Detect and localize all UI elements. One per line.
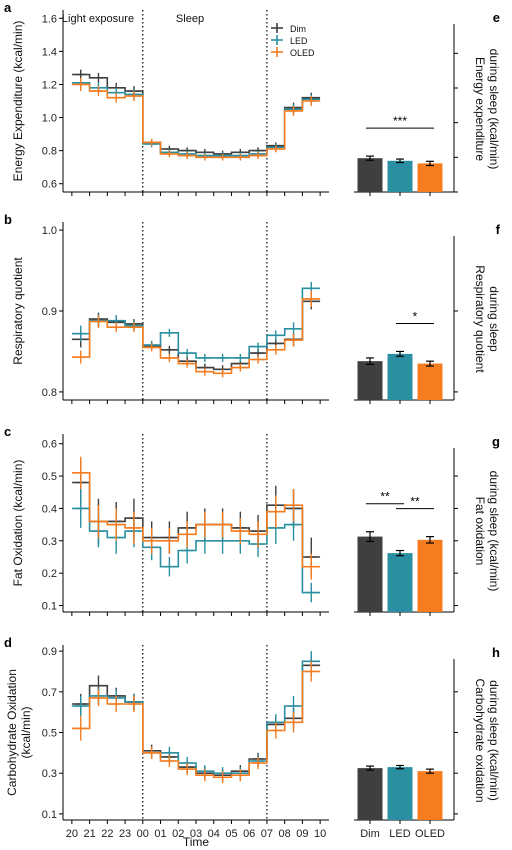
bar-panel-g: g ** ** Fat oxidation during sleep (kcal/min… <box>354 434 501 616</box>
significance-label: *** <box>393 114 407 128</box>
bar-panel-f: f * Respiratory quotient during sleep <box>354 222 501 404</box>
phase-label-sleep: Sleep <box>176 13 204 25</box>
bar-dim <box>357 768 383 820</box>
x-tick-label: 00 <box>137 828 149 840</box>
x-tick-label: 06 <box>243 828 255 840</box>
legend-label-led: LED <box>290 36 308 46</box>
bar-panel-e: e *** Energy expenditure during sleep (kcal… <box>354 10 501 196</box>
time-panel-c: c 0.1 0.2 0.3 0.4 0.5 0.6 Fat Oxidation (kcal/m… <box>4 424 329 616</box>
x-tick-label: 03 <box>190 828 202 840</box>
bar-dim <box>357 361 383 400</box>
time-panel-b: b 0.8 0.9 1.0 Respiratory quotient <box>4 212 329 404</box>
series-line-oled <box>71 472 321 568</box>
series-line-led <box>71 287 321 359</box>
y-tick-label: 0.8 <box>42 387 57 399</box>
y-tick-label: 1.0 <box>42 225 57 237</box>
bar-axis-label: during sleep <box>487 286 501 352</box>
panel-letter: h <box>492 645 500 660</box>
significance-label: ** <box>410 495 420 509</box>
x-tick-label: 08 <box>279 828 291 840</box>
bar-led <box>387 353 413 400</box>
y-axis-label: Respiratory quotient <box>11 257 25 365</box>
x-axis-title: Time <box>183 835 210 849</box>
bar-led <box>387 553 413 612</box>
y-tick-label: 1.6 <box>42 13 57 25</box>
y-tick-label: 0.2 <box>42 568 57 580</box>
bar-axis-label: Energy expenditure <box>473 57 487 161</box>
y-tick-label: 0.3 <box>42 768 57 780</box>
legend-label-dim: Dim <box>290 24 306 34</box>
y-axis-label: Carbohydrate Oxidation <box>5 669 19 796</box>
bar-axis-label: during sleep (kcal/min) <box>487 471 501 592</box>
series-line-dim <box>71 73 321 155</box>
bar-axis-label: Fat oxidation <box>473 497 487 566</box>
significance-label: * <box>413 309 418 323</box>
x-tick-label: 01 <box>154 828 166 840</box>
panel-letter: g <box>492 434 500 449</box>
series-line-led <box>71 82 321 157</box>
bar-axis-label: Respiratory quotient <box>473 265 487 373</box>
x-tick-label: 02 <box>172 828 184 840</box>
bar-oled <box>417 771 443 820</box>
x-tick-label: 07 <box>261 828 273 840</box>
y-tick-label: 0.4 <box>42 503 57 515</box>
bar-oled <box>417 539 443 612</box>
bar-led <box>387 160 413 192</box>
y-tick-label: 0.6 <box>42 439 57 451</box>
phase-label-light: Light exposure <box>62 13 134 25</box>
x-tick-label: 23 <box>119 828 131 840</box>
y-tick-label: 0.1 <box>42 809 57 821</box>
x-tick-label: 10 <box>314 828 326 840</box>
bar-panel-h: h Dim LED OLED Carbohydrate oxidation during … <box>354 645 501 840</box>
series-line-led <box>71 660 321 774</box>
panel-letter: b <box>4 212 12 227</box>
y-tick-label: 0.3 <box>42 536 57 548</box>
x-tick-label: 21 <box>83 828 95 840</box>
y-tick-label: 0.5 <box>42 728 57 740</box>
y-axis-label: Energy Expenditure (kcal/min) <box>11 21 25 182</box>
legend-label-oled: OLED <box>290 48 315 58</box>
x-tick-label: 22 <box>101 828 113 840</box>
y-tick-label: 1.4 <box>42 46 57 58</box>
y-tick-label: 1.0 <box>42 113 57 125</box>
bar-category-label: LED <box>389 828 410 840</box>
y-tick-label: 0.9 <box>42 646 57 658</box>
y-tick-label: 0.8 <box>42 146 57 158</box>
y-tick-label: 0.9 <box>42 306 57 318</box>
series-line-dim <box>71 664 321 776</box>
time-panel-a: a 0.6 0.8 1.0 1.2 1.4 1.6 Energy Expenditure (k… <box>4 0 329 196</box>
x-tick-label: 20 <box>66 828 78 840</box>
bar-axis-label: Carbohydrate oxidation <box>473 678 487 802</box>
bar-axis-label: during sleep (kcal/min) <box>487 49 501 170</box>
bar-dim <box>357 536 383 612</box>
x-tick-label: 09 <box>296 828 308 840</box>
significance-label: ** <box>380 490 390 504</box>
x-tick-label: 05 <box>225 828 237 840</box>
y-tick-label: 0.6 <box>42 179 57 191</box>
bar-led <box>387 767 413 820</box>
x-tick-label: 04 <box>208 828 220 840</box>
panel-letter: f <box>496 222 501 237</box>
panel-letter: a <box>4 0 12 15</box>
panel-letter: d <box>4 635 12 650</box>
bar-category-label: Dim <box>360 828 380 840</box>
time-panel-d: d 0.1 0.3 0.5 0.7 0.9 20 21 22 23 00 01 02 03 04 05 06 07… <box>4 635 329 840</box>
y-axis-label: (kcal/min) <box>19 706 33 758</box>
bar-axis-label: during sleep (kcal/min) <box>487 680 501 801</box>
panel-letter: e <box>493 10 500 25</box>
bar-dim <box>357 158 383 192</box>
y-tick-label: 0.1 <box>42 601 57 613</box>
bar-oled <box>417 363 443 400</box>
y-tick-label: 1.2 <box>42 79 57 91</box>
y-tick-label: 0.5 <box>42 471 57 483</box>
panel-letter: c <box>4 424 11 439</box>
y-axis-label: Fat Oxidation (kcal/min) <box>11 460 25 587</box>
y-tick-label: 0.7 <box>42 687 57 699</box>
bar-oled <box>417 163 443 192</box>
bar-category-label: OLED <box>415 828 445 840</box>
